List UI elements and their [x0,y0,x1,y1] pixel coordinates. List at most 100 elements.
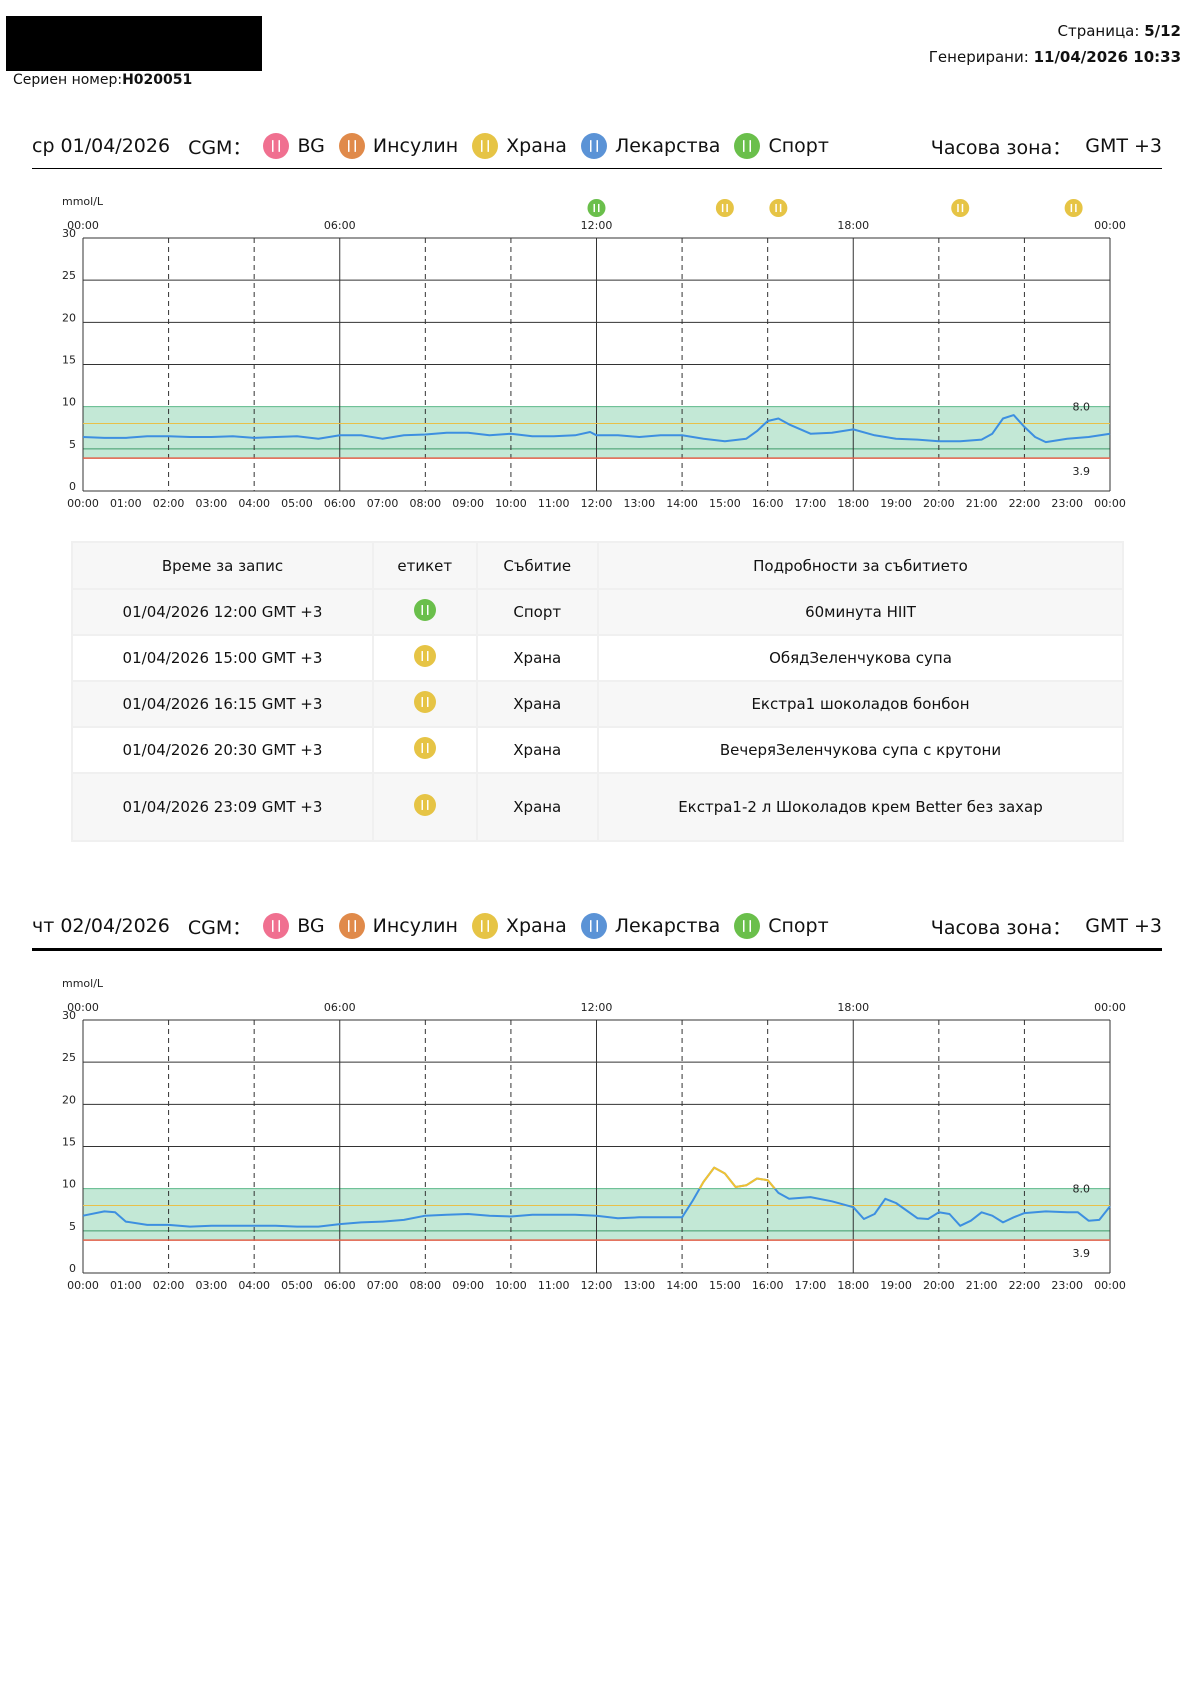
x-tick-label: 01:00 [110,1279,142,1292]
icon-circle [734,913,761,939]
x-tick-label: 22:00 [1009,1279,1041,1292]
top-tick-label: 00:00 [1094,219,1126,232]
day-date: чт 02/04/2026 [32,915,170,937]
serial-number: Сериен номер:H020051 [13,72,192,88]
page-label: Страница: [1057,22,1140,40]
y-tick-label: 20 [62,311,76,324]
legend-item: Инсулин [338,913,458,939]
icon [263,913,290,939]
details-cell: Екстра1-2 л Шоколадов крем Better без за… [598,774,1122,840]
event-cell: Спорт [477,590,597,634]
time-cell: 01/04/2026 12:00 GMT +3 [73,590,372,634]
table-row: 01/04/2026 12:00 GMT +3 Спорт 60минута HII… [73,590,1122,634]
details-cell: 60минута HIIT [598,590,1122,634]
y-tick-label: 10 [62,1178,76,1191]
legend-item: Храна [471,913,567,939]
legend-item: Лекарства [580,133,721,159]
details-cell: ОбядЗеленчукова супа [598,636,1122,680]
icon [338,913,365,939]
y-tick-label: 30 [62,227,76,240]
event-cell: Храна [477,728,597,772]
event-icon [769,199,788,217]
icon-circle [580,913,607,939]
legend-label: Лекарства [614,915,721,937]
x-tick-label: 15:00 [709,1279,741,1292]
legend-label: Лекарства [614,135,721,157]
details-cell: ВечеряЗеленчукова супа с крутони [598,728,1122,772]
x-tick-label: 09:00 [452,1279,484,1292]
x-tick-label: 16:00 [752,1279,784,1292]
top-tick-label: 00:00 [67,219,99,232]
redacted-box [6,16,262,71]
x-tick-label: 16:00 [752,497,784,510]
x-tick-label: 00:00 [1094,1279,1126,1292]
table-row: 01/04/2026 20:30 GMT +3 Храна ВечеряЗеленч… [73,728,1122,772]
x-tick-label: 02:00 [153,1279,185,1292]
x-tick-label: 13:00 [623,1279,655,1292]
legend-label: Храна [505,915,567,937]
top-tick-label: 12:00 [581,1001,613,1014]
event-table: Време за запис етикет Събитие Подробности з… [71,541,1124,842]
icon [580,133,607,159]
icon [471,913,498,939]
icon-cell [373,636,476,680]
day-header: чт 02/04/2026 CGM： BG Инсулин Храна Лекарства… [32,904,1162,951]
legend-item: Спорт [734,913,829,939]
generated-label: Генерирани: [928,48,1029,66]
x-tick-label: 05:00 [281,497,313,510]
y-axis-label: mmol/L [62,195,104,208]
low-line-label: 3.9 [1073,465,1091,478]
legend-title: CGM： [187,916,252,939]
top-tick-label: 06:00 [324,219,356,232]
y-tick-label: 0 [69,480,76,493]
icon-circle [471,913,498,939]
table-header-row: Време за запис етикет Събитие Подробности з… [73,543,1122,588]
legend-label: Инсулин [372,915,458,937]
top-tick-label: 18:00 [837,219,869,232]
legend-label: Спорт [768,915,829,937]
table-row: 01/04/2026 16:15 GMT +3 Храна Екстра1 шоко… [73,682,1122,726]
event-cell: Храна [477,682,597,726]
icon-cell [373,728,476,772]
day-date: ср 01/04/2026 [32,135,171,157]
x-tick-label: 07:00 [367,1279,399,1292]
y-tick-label: 25 [62,1051,76,1064]
icon [413,645,436,667]
x-tick-label: 13:00 [623,497,655,510]
y-tick-label: 30 [62,1009,76,1022]
icon-circle [413,794,436,816]
y-tick-label: 5 [69,438,76,451]
generated-value: 11/04/2026 10:33 [1033,48,1181,66]
x-tick-label: 21:00 [966,1279,998,1292]
x-tick-label: 17:00 [795,1279,827,1292]
x-tick-label: 23:00 [1051,1279,1083,1292]
icon [338,133,365,159]
x-tick-label: 03:00 [196,1279,228,1292]
x-tick-label: 09:00 [452,497,484,510]
y-tick-label: 5 [69,1220,76,1233]
icon-cell [373,774,476,840]
icon-circle [413,691,436,713]
x-tick-label: 14:00 [666,497,698,510]
icon [734,133,761,159]
x-tick-label: 07:00 [367,497,399,510]
details-cell: Екстра1 шоколадов бонбон [598,682,1122,726]
icon-circle [263,133,290,159]
x-tick-label: 19:00 [880,1279,912,1292]
y-axis-label: mmol/L [62,977,104,990]
legend-label: Инсулин [372,135,459,157]
x-tick-label: 00:00 [67,1279,99,1292]
high-line-label: 8.0 [1073,401,1091,414]
column-header: етикет [373,543,476,588]
icon-circle [472,133,499,159]
column-header: Събитие [477,543,597,588]
table-row: 01/04/2026 23:09 GMT +3 Храна Екстра1-2 л … [73,774,1122,840]
x-tick-label: 23:00 [1051,497,1083,510]
timezone-value: GMT +3 [1085,915,1162,937]
x-tick-label: 18:00 [837,1279,869,1292]
table-row: 01/04/2026 15:00 GMT +3 Храна ОбядЗеленчук… [73,636,1122,680]
low-line-label: 3.9 [1073,1247,1091,1260]
top-tick-label: 12:00 [581,219,613,232]
legend-item: Лекарства [580,913,721,939]
